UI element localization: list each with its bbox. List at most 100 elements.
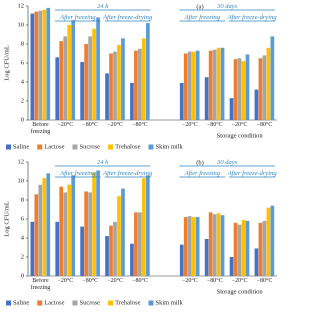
bar bbox=[216, 47, 221, 120]
x-axis-label: Storage condition bbox=[217, 132, 264, 139]
annotation: After freeze-drying bbox=[227, 14, 278, 21]
bar bbox=[55, 221, 60, 276]
panel-label: (a) bbox=[196, 3, 203, 10]
x-label-box: −20°C bbox=[57, 278, 74, 284]
x-tick-label: −80°C bbox=[256, 122, 273, 128]
annotation: After freezing bbox=[59, 170, 96, 177]
bar bbox=[80, 62, 84, 120]
annotation: 24 h bbox=[97, 159, 108, 166]
y-tick-label: 12 bbox=[18, 158, 25, 165]
legend-label: Saline bbox=[13, 143, 29, 150]
x-axis-label: Storage condition bbox=[217, 288, 264, 295]
y-axis-label: Log CFU/mL bbox=[3, 45, 10, 81]
legend-swatch bbox=[148, 300, 154, 306]
bar bbox=[46, 7, 51, 120]
legend-swatch bbox=[108, 300, 114, 306]
annotation: After freezing bbox=[59, 14, 96, 21]
x-label-box: Before freezing bbox=[30, 278, 51, 291]
bar bbox=[229, 98, 234, 120]
bar bbox=[212, 49, 217, 121]
annotation: After freeze-drying bbox=[227, 170, 278, 177]
y-tick-label: 8 bbox=[21, 40, 24, 47]
bar bbox=[237, 58, 242, 120]
x-tick-label: −20°C bbox=[231, 278, 248, 284]
legend-label: Sucrose bbox=[79, 299, 100, 306]
x-label-box: −20°C bbox=[57, 122, 74, 128]
x-label-box: −80°C bbox=[82, 278, 98, 284]
bar bbox=[142, 178, 146, 276]
x-tick-label: Before freezing bbox=[30, 122, 51, 135]
bar bbox=[134, 50, 138, 120]
legend-swatch bbox=[108, 144, 114, 150]
legend-swatch bbox=[72, 144, 78, 150]
bar bbox=[183, 53, 188, 120]
y-tick-label: 2 bbox=[21, 97, 24, 104]
x-tick-label: Before freezing bbox=[30, 278, 51, 291]
bar bbox=[258, 58, 263, 120]
x-label-box: −80°C bbox=[132, 122, 148, 128]
bar bbox=[241, 219, 246, 276]
bar bbox=[262, 55, 267, 120]
panel-label: (b) bbox=[196, 159, 204, 166]
bar bbox=[84, 44, 88, 120]
annotation: 30 days bbox=[216, 159, 238, 166]
bar bbox=[67, 184, 72, 276]
bar bbox=[245, 220, 250, 276]
legend-swatch bbox=[37, 144, 43, 150]
y-tick-label: 6 bbox=[21, 215, 25, 222]
bar bbox=[59, 41, 64, 120]
bar bbox=[195, 50, 200, 120]
bar bbox=[187, 216, 192, 276]
bar bbox=[245, 54, 250, 121]
bar bbox=[220, 215, 225, 276]
x-tick-label: −20°C bbox=[107, 278, 124, 284]
bar bbox=[179, 244, 184, 276]
bar bbox=[109, 225, 113, 276]
bar bbox=[71, 20, 76, 120]
bar bbox=[38, 184, 43, 276]
legend-label: Skim milk bbox=[155, 143, 183, 150]
x-label-box: −80°C bbox=[132, 278, 148, 284]
bar bbox=[266, 47, 271, 120]
bar bbox=[80, 226, 84, 276]
y-tick-label: 10 bbox=[18, 177, 25, 184]
x-tick-label: −80°C bbox=[256, 278, 273, 284]
y-tick-label: 2 bbox=[21, 253, 24, 260]
bar bbox=[42, 178, 47, 276]
y-tick-label: 4 bbox=[21, 78, 25, 85]
bar bbox=[92, 172, 96, 276]
legend-swatch bbox=[148, 144, 154, 150]
x-label-box: −80°C bbox=[82, 122, 98, 128]
annotation: After freezing bbox=[184, 170, 221, 177]
legend-label: Saline bbox=[13, 299, 29, 306]
bar bbox=[146, 175, 150, 276]
bar bbox=[34, 11, 39, 121]
bar bbox=[92, 28, 96, 120]
bar bbox=[204, 238, 209, 276]
x-tick-label: −20°C bbox=[57, 278, 74, 284]
x-tick-label: −20°C bbox=[57, 122, 74, 128]
bar bbox=[88, 36, 92, 120]
legend-swatch bbox=[37, 300, 43, 306]
y-tick-label: 0 bbox=[21, 116, 24, 123]
bar bbox=[241, 61, 246, 120]
bar bbox=[270, 36, 275, 120]
bar bbox=[113, 221, 117, 276]
x-label-box: −80°C bbox=[207, 122, 223, 128]
legend-label: Trehalose bbox=[115, 143, 141, 150]
x-label-box: −20°C bbox=[182, 122, 198, 128]
bar bbox=[229, 257, 234, 276]
bar bbox=[121, 38, 125, 120]
bar bbox=[113, 51, 117, 120]
bar bbox=[191, 51, 196, 120]
x-label-box: −20°C bbox=[107, 122, 123, 128]
bar bbox=[96, 170, 100, 276]
bar bbox=[130, 243, 134, 276]
bar bbox=[59, 186, 64, 276]
bar bbox=[117, 44, 121, 121]
x-label-box: −20°C bbox=[107, 278, 124, 284]
bar bbox=[195, 217, 200, 276]
x-tick-label: −80°C bbox=[206, 278, 223, 284]
bar bbox=[46, 173, 51, 276]
legend-label: Trehalose bbox=[115, 299, 141, 306]
